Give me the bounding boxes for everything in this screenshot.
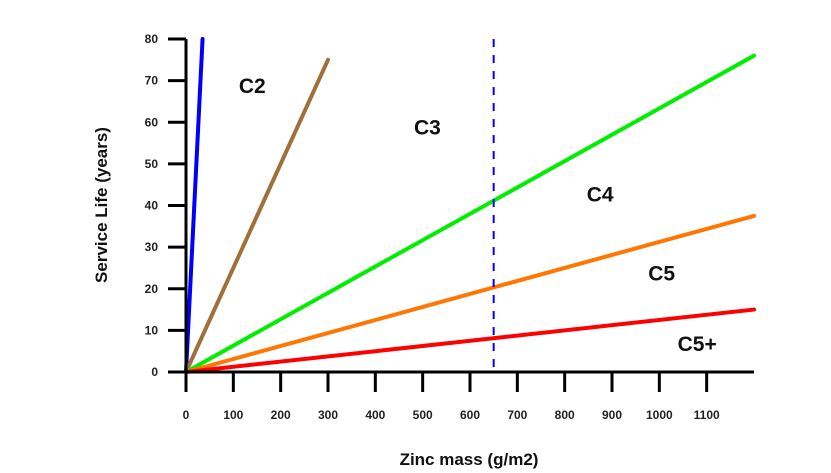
y-tick-label: 0 bbox=[151, 365, 158, 379]
series-line-0 bbox=[184, 37, 205, 374]
series-line-1 bbox=[184, 57, 330, 374]
y-tick-label: 50 bbox=[145, 157, 159, 171]
y-tick-label: 40 bbox=[145, 199, 159, 213]
y-tick-label: 70 bbox=[145, 74, 159, 88]
y-axis-title: Service Life (years) bbox=[92, 127, 111, 283]
y-tick-label: 30 bbox=[145, 240, 159, 254]
x-tick-label: 400 bbox=[365, 408, 385, 422]
region-label-c5-plus: C5+ bbox=[678, 333, 717, 356]
x-tick-label: 0 bbox=[183, 408, 190, 422]
x-tick-label: 600 bbox=[460, 408, 480, 422]
y-tick-label: 60 bbox=[145, 115, 159, 129]
region-label-c3: C3 bbox=[414, 117, 441, 140]
region-labels: C2 C3 C4 C5 C5+ bbox=[239, 75, 717, 356]
x-tick-label: 1100 bbox=[694, 408, 720, 422]
x-tick-label: 300 bbox=[318, 408, 338, 422]
x-axis-title: Zinc mass (g/m2) bbox=[400, 450, 539, 469]
x-tick-label: 1000 bbox=[646, 408, 673, 422]
region-label-c5: C5 bbox=[648, 262, 675, 285]
y-tick-label: 20 bbox=[145, 282, 159, 296]
region-label-c4: C4 bbox=[587, 183, 614, 206]
y-tick-label: 80 bbox=[145, 32, 159, 46]
x-tick-label: 500 bbox=[413, 408, 433, 422]
series-line-4 bbox=[184, 307, 756, 374]
y-tick-label: 10 bbox=[145, 323, 159, 337]
x-tick-label: 800 bbox=[555, 408, 575, 422]
series-lines bbox=[184, 37, 756, 374]
x-tick-label: 700 bbox=[507, 408, 527, 422]
series-line-3 bbox=[184, 213, 756, 374]
region-label-c2: C2 bbox=[239, 75, 266, 98]
series-line-2 bbox=[184, 53, 756, 374]
x-tick-label: 100 bbox=[223, 408, 243, 422]
x-tick-label: 200 bbox=[271, 408, 291, 422]
x-tick-label: 900 bbox=[602, 408, 622, 422]
